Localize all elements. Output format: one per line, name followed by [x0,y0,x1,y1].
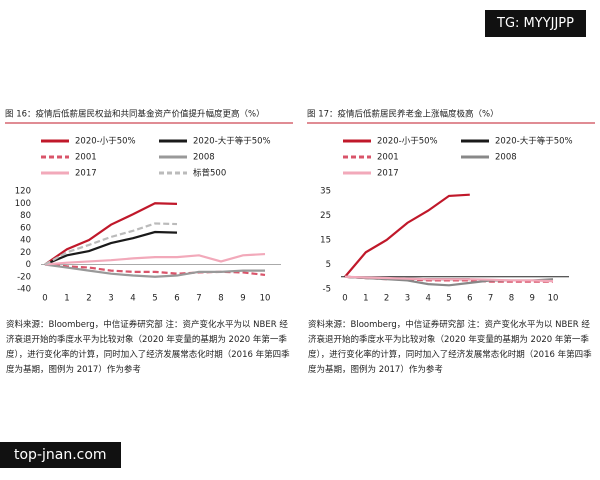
x-tick-label: 10 [260,294,271,304]
x-tick-label: 8 [509,294,514,304]
x-tick-label: 8 [218,294,223,304]
series-line [344,275,554,283]
x-tick-label: 2 [384,294,389,304]
series-line [44,202,178,266]
legend-label: 2020-小于50% [75,136,136,147]
legend-label: 标普500 [193,168,226,179]
chart-title: 图 17：疫情后低薪居民养老金上涨幅度极高（%） [307,109,499,120]
x-tick-label: 0 [42,294,47,304]
source-note: 资料来源：Bloomberg，中信证券研究部 注：资产变化水平为以 NBER 经… [6,320,290,375]
y-tick-label: 15 [320,236,331,246]
x-tick-label: 7 [196,294,201,304]
y-tick-label: 40 [20,236,31,246]
x-tick-label: 3 [108,294,113,304]
y-tick-label: 5 [326,260,331,270]
y-tick-label: 120 [15,187,31,197]
legend-label: 2017 [75,169,97,179]
y-tick-label: -40 [17,285,31,295]
x-tick-label: 5 [446,294,451,304]
legend-label: 2020-大于等于50% [193,136,271,147]
watermark: TG: MYYJJPP [485,10,586,37]
chart-title: 图 16：疫情后低薪居民权益和共同基金资产价值提升幅度更高（%） [5,109,265,120]
y-tick-label: 100 [15,199,31,209]
legend-label: 2001 [75,153,97,163]
legend-label: 2008 [495,153,517,163]
site-label: top-jnan.com [0,442,121,468]
y-tick-label: 25 [320,211,331,221]
x-tick-label: 10 [548,294,559,304]
x-tick-label: 1 [363,294,368,304]
series-line [44,263,265,278]
x-tick-label: 1 [64,294,69,304]
y-tick-label: 35 [320,187,331,197]
series-line [344,275,553,283]
legend-label: 2020-小于50% [377,136,438,147]
legend-label: 2020-大于等于50% [495,136,573,147]
y-tick-label: 0 [26,260,31,270]
y-tick-label: -5 [323,285,331,295]
series-line [44,252,266,266]
x-tick-label: 9 [240,294,245,304]
x-tick-label: 9 [529,294,534,304]
series-line [44,222,178,266]
x-tick-label: 3 [405,294,410,304]
source-note: 资料来源：Bloomberg，中信证券研究部 注：资产变化水平为以 NBER 经… [308,320,592,375]
x-tick-label: 4 [425,294,430,304]
series-line [344,193,470,278]
x-tick-label: 4 [130,294,135,304]
legend-label: 2017 [377,169,399,179]
x-tick-label: 0 [342,294,347,304]
x-tick-label: 2 [86,294,91,304]
x-tick-label: 5 [152,294,157,304]
x-tick-label: 6 [174,294,179,304]
x-tick-label: 7 [488,294,493,304]
y-tick-label: 80 [20,211,31,221]
x-tick-label: 6 [467,294,472,304]
series-line [44,230,178,266]
legend-label: 2001 [377,153,399,163]
legend-label: 2008 [193,153,215,163]
y-tick-label: 60 [20,223,31,233]
y-tick-label: -20 [17,272,31,282]
y-tick-label: 20 [20,248,31,258]
